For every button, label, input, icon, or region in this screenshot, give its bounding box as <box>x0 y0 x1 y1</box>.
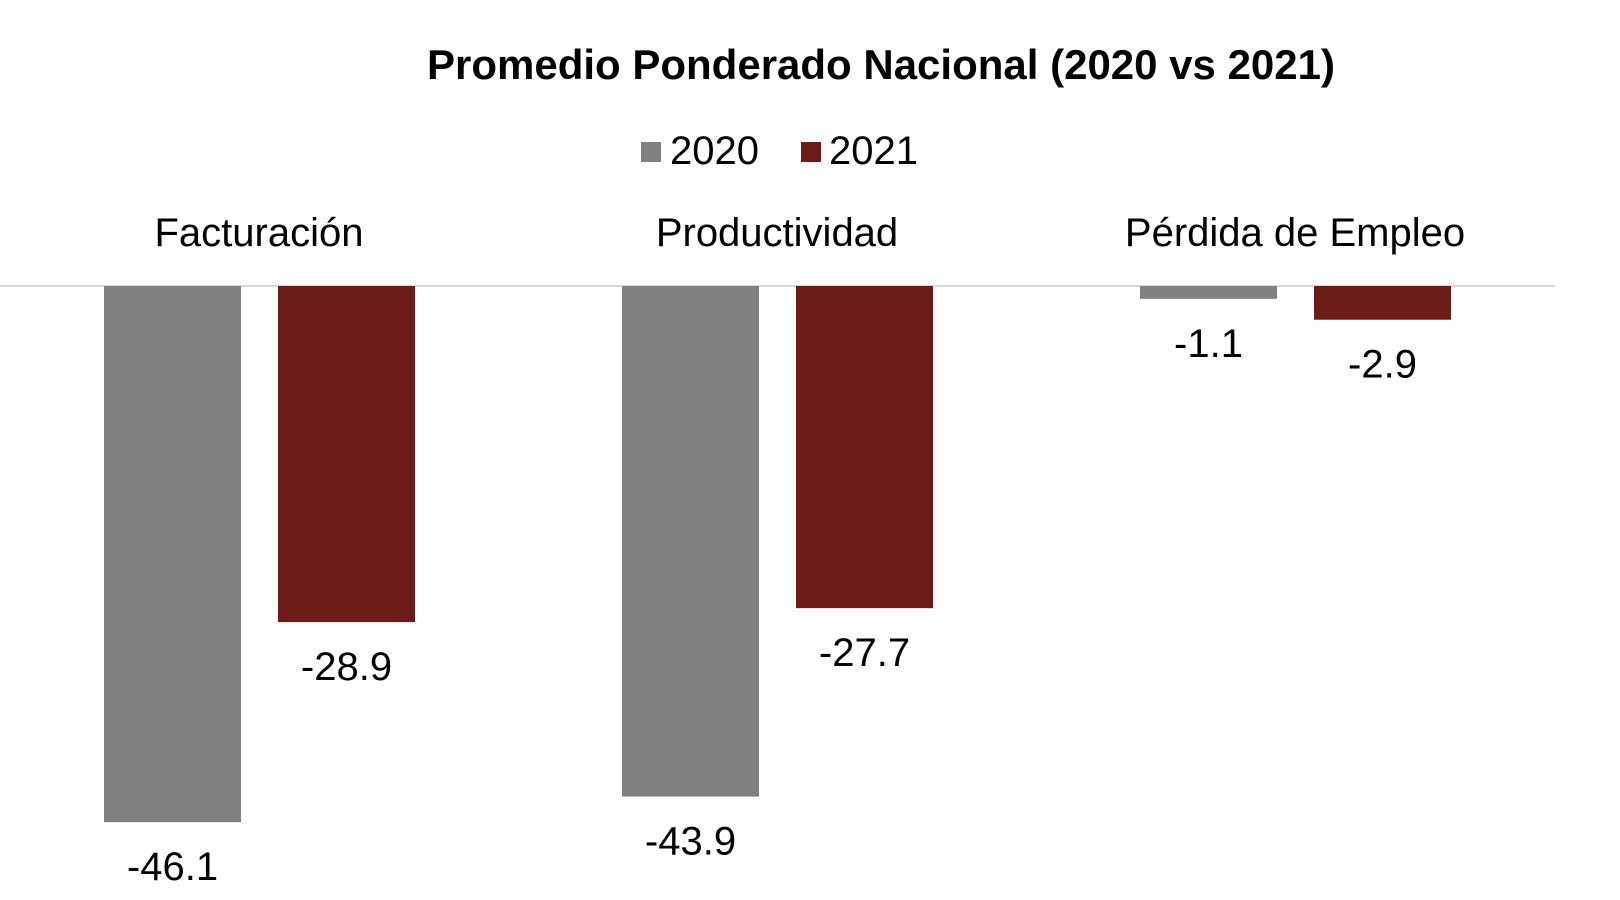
category-label: Facturación <box>155 211 364 255</box>
bar-2020 <box>622 286 759 797</box>
bar-2021 <box>278 286 415 623</box>
bar-2021 <box>1314 286 1451 320</box>
data-label: -28.9 <box>301 645 392 689</box>
category-label: Pérdida de Empleo <box>1125 211 1465 255</box>
legend-label-2020: 2020 <box>670 129 759 173</box>
data-label: -1.1 <box>1174 322 1243 366</box>
data-label: -46.1 <box>127 845 218 889</box>
bar-2020 <box>1140 286 1277 299</box>
data-label: -2.9 <box>1348 343 1417 387</box>
bar-2020 <box>104 286 241 823</box>
legend: 2020 2021 <box>641 129 918 173</box>
chart-title: Promedio Ponderado Nacional (2020 vs 202… <box>427 41 1335 88</box>
bar-2021 <box>796 286 933 609</box>
legend-swatch-2020 <box>641 142 661 162</box>
data-label: -27.7 <box>819 631 910 675</box>
legend-swatch-2021 <box>801 142 821 162</box>
legend-label-2021: 2021 <box>829 129 918 173</box>
data-label: -43.9 <box>645 820 736 864</box>
category-label: Productividad <box>656 211 898 255</box>
